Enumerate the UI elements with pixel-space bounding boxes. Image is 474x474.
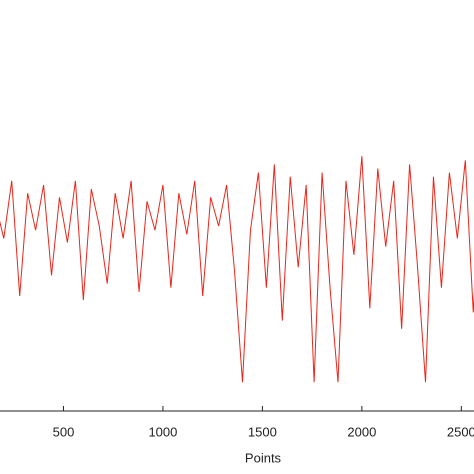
x-tick-label: 1500 xyxy=(248,424,277,439)
x-tick-label: 1000 xyxy=(148,424,177,439)
x-tick-label: 2000 xyxy=(347,424,376,439)
x-axis-label: Points xyxy=(245,450,282,465)
x-tick-label: 2500 xyxy=(447,424,474,439)
x-tick-label: 500 xyxy=(53,424,75,439)
data-line xyxy=(0,156,474,383)
